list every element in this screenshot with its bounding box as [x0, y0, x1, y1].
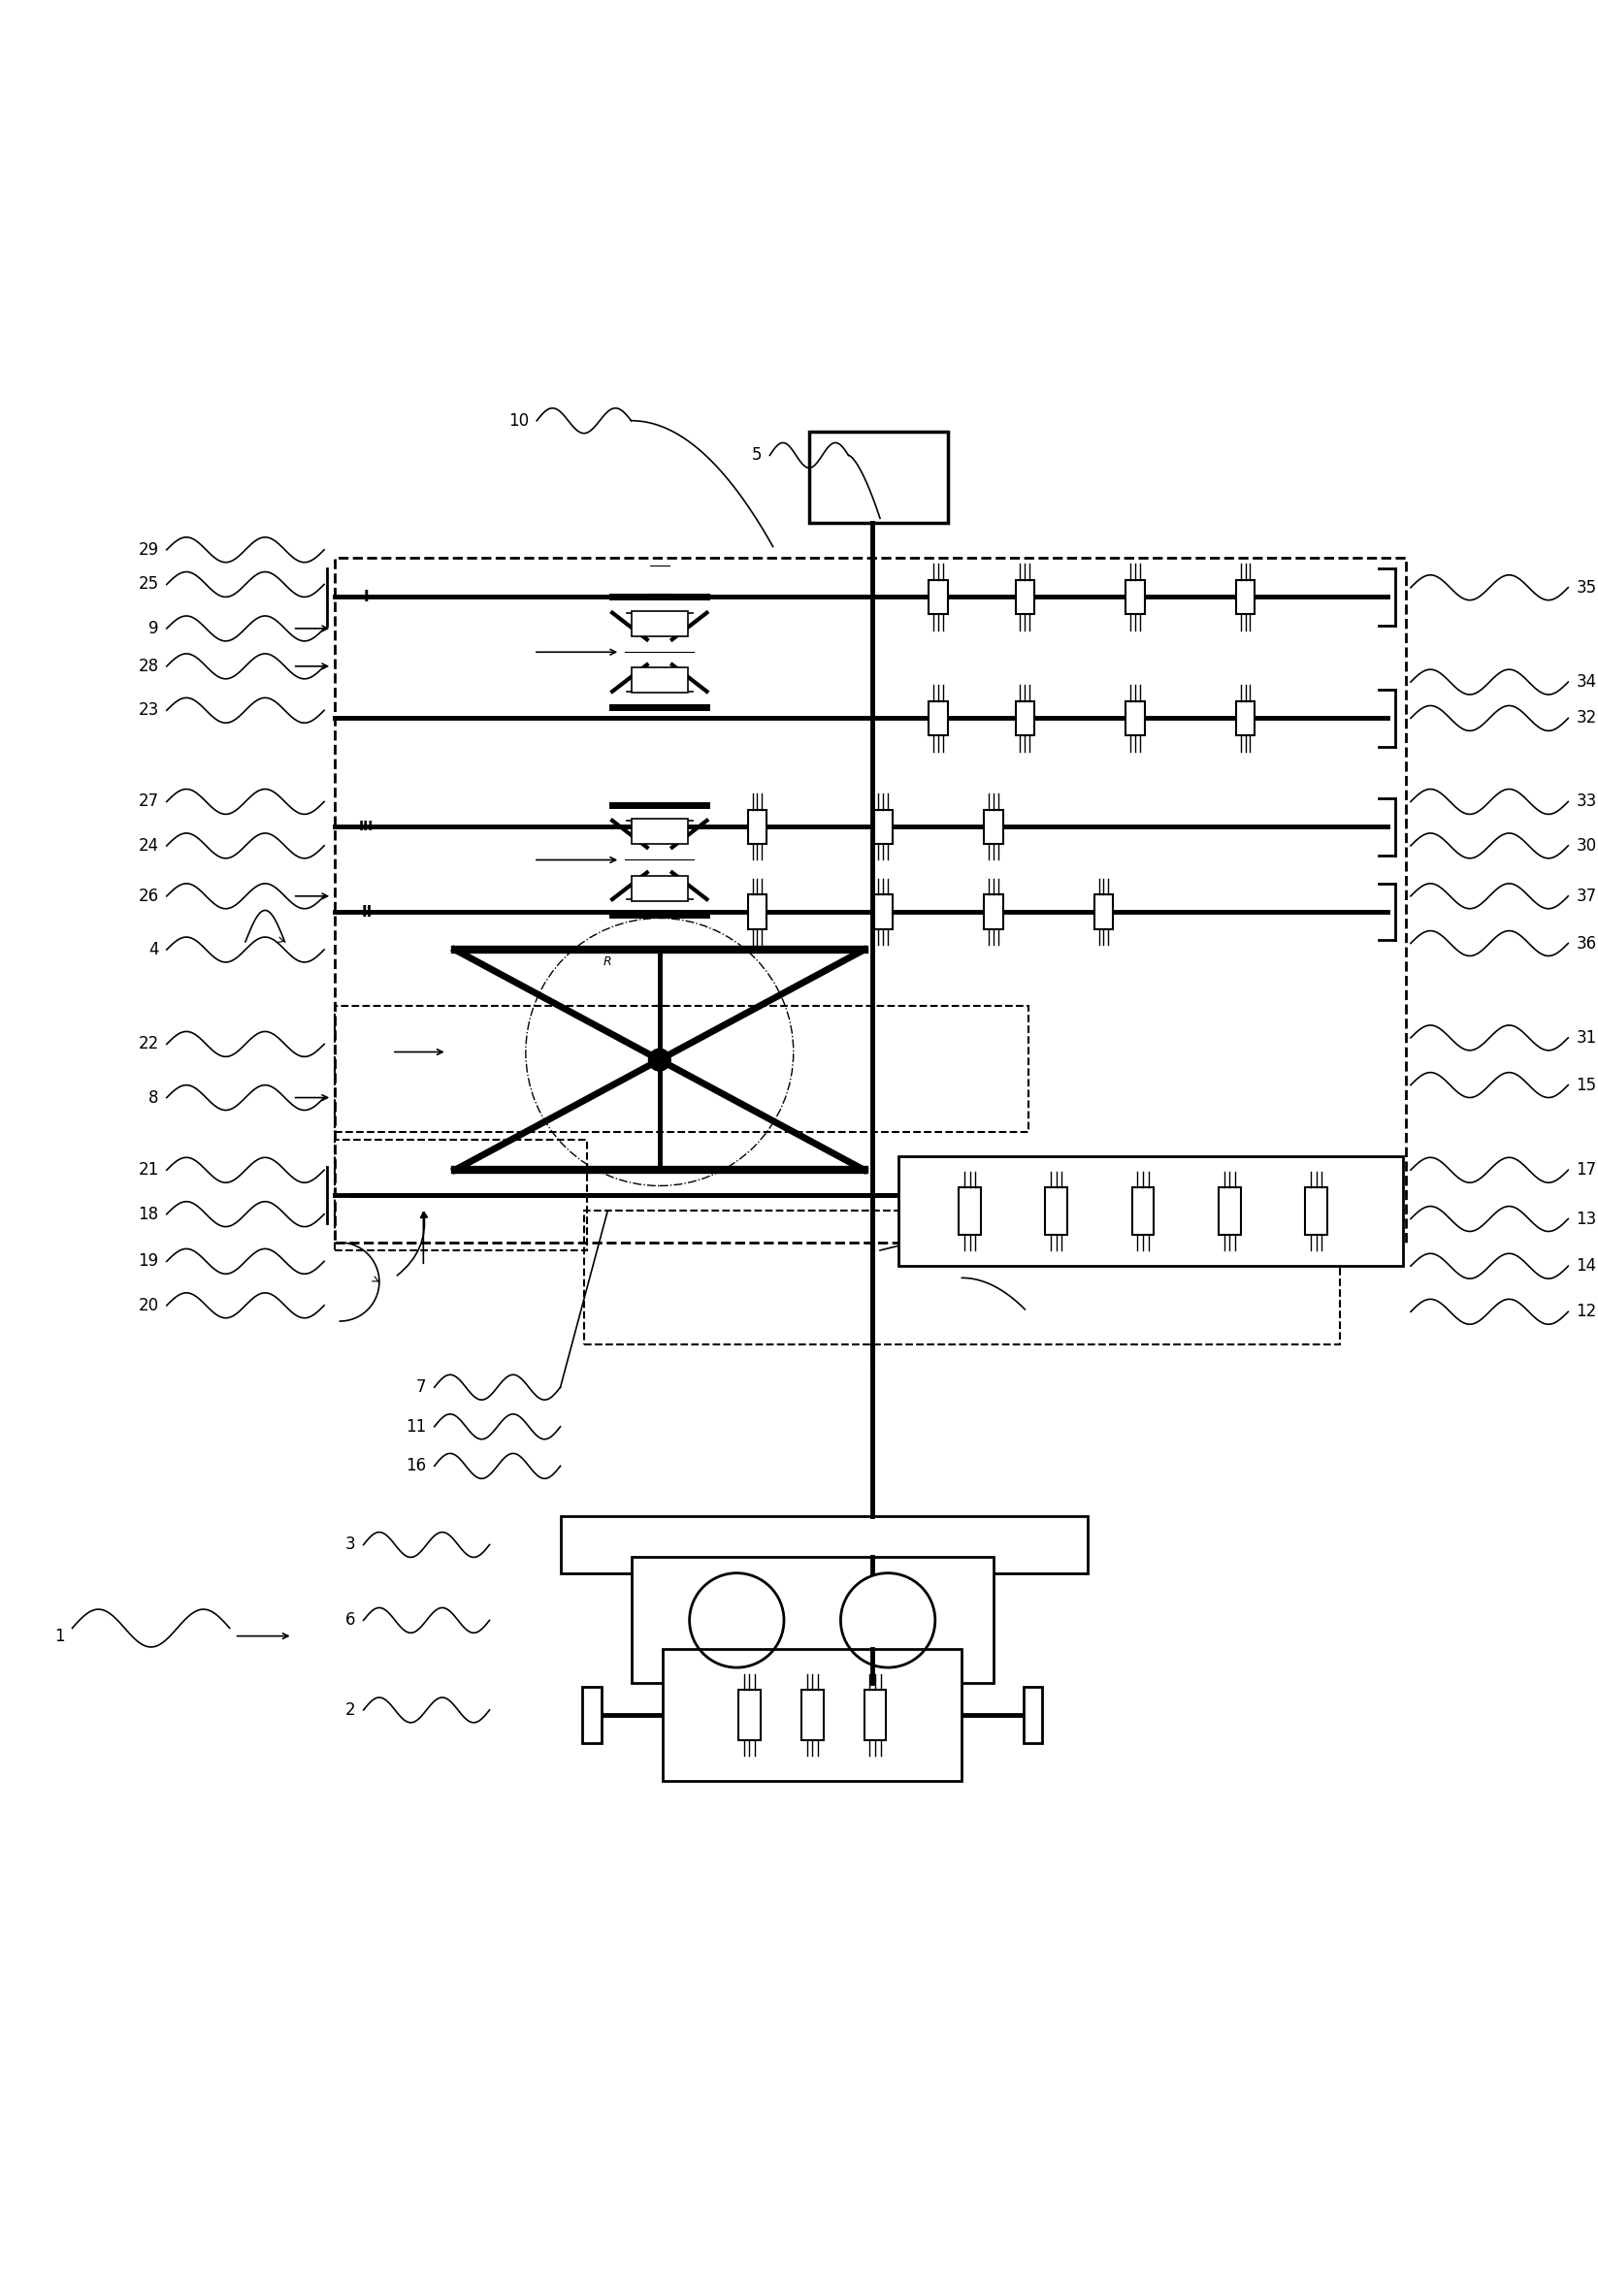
Bar: [1131, 1187, 1154, 1235]
Text: 6: 6: [345, 1612, 356, 1630]
Text: 35: 35: [1576, 579, 1596, 597]
Text: 16: 16: [406, 1458, 427, 1474]
Text: 25: 25: [139, 576, 158, 592]
Bar: [874, 895, 893, 930]
Bar: [984, 810, 1004, 845]
Text: 21: 21: [137, 1162, 158, 1178]
Text: 23: 23: [137, 703, 158, 719]
Text: 29: 29: [139, 542, 158, 558]
Text: 32: 32: [1576, 709, 1596, 728]
Bar: [1306, 1187, 1328, 1235]
Bar: [631, 875, 687, 900]
Bar: [959, 1187, 981, 1235]
Text: 5: 5: [751, 448, 762, 464]
Bar: [631, 1557, 994, 1683]
Bar: [336, 1141, 586, 1251]
Bar: [900, 1155, 1403, 1265]
Bar: [582, 1685, 601, 1743]
Bar: [1015, 700, 1034, 735]
Text: 9: 9: [149, 620, 158, 638]
Bar: [561, 1515, 1088, 1573]
Bar: [1235, 700, 1254, 735]
Text: 7: 7: [417, 1378, 427, 1396]
Text: 19: 19: [139, 1254, 158, 1270]
Text: 24: 24: [139, 838, 158, 854]
Text: 2: 2: [345, 1701, 356, 1720]
Bar: [738, 1690, 761, 1740]
Bar: [631, 611, 687, 636]
Circle shape: [649, 1049, 671, 1070]
Text: 17: 17: [1576, 1162, 1596, 1178]
Text: 1: 1: [54, 1628, 64, 1644]
Bar: [1023, 1685, 1042, 1743]
Bar: [748, 895, 767, 930]
Text: 15: 15: [1576, 1077, 1596, 1093]
Text: 10: 10: [508, 411, 529, 429]
Text: 13: 13: [1576, 1210, 1596, 1228]
Bar: [631, 668, 687, 693]
Text: 26: 26: [139, 886, 158, 905]
Text: 11: 11: [406, 1419, 427, 1435]
Text: 28: 28: [139, 657, 158, 675]
Bar: [984, 895, 1004, 930]
Bar: [336, 558, 1406, 1242]
Bar: [1015, 579, 1034, 615]
Text: 20: 20: [139, 1297, 158, 1313]
Text: 14: 14: [1576, 1258, 1596, 1274]
Text: 27: 27: [139, 792, 158, 810]
Text: 30: 30: [1576, 838, 1596, 854]
Text: 34: 34: [1576, 673, 1596, 691]
Text: I: I: [364, 590, 369, 604]
Text: II: II: [361, 905, 372, 918]
Bar: [1095, 895, 1114, 930]
Text: 3: 3: [345, 1536, 356, 1554]
Text: 8: 8: [149, 1088, 158, 1107]
Text: 22: 22: [137, 1035, 158, 1054]
Text: R: R: [604, 955, 612, 969]
Text: 12: 12: [1576, 1304, 1596, 1320]
Text: III: III: [360, 820, 374, 833]
Text: 4: 4: [149, 941, 158, 957]
Bar: [748, 810, 767, 845]
Bar: [1235, 579, 1254, 615]
Bar: [336, 1006, 1028, 1132]
Bar: [1125, 579, 1144, 615]
Bar: [1219, 1187, 1240, 1235]
Bar: [631, 820, 687, 845]
Bar: [663, 1649, 962, 1782]
Text: 37: 37: [1576, 886, 1596, 905]
Bar: [928, 579, 948, 615]
Bar: [583, 1210, 1339, 1345]
Bar: [928, 700, 948, 735]
Bar: [874, 810, 893, 845]
Bar: [1045, 1187, 1067, 1235]
Bar: [865, 1690, 887, 1740]
Text: 31: 31: [1576, 1029, 1596, 1047]
Text: 36: 36: [1576, 934, 1596, 953]
Bar: [809, 432, 948, 523]
Text: 18: 18: [139, 1205, 158, 1224]
Bar: [801, 1690, 823, 1740]
Bar: [1125, 700, 1144, 735]
Text: 33: 33: [1576, 792, 1596, 810]
